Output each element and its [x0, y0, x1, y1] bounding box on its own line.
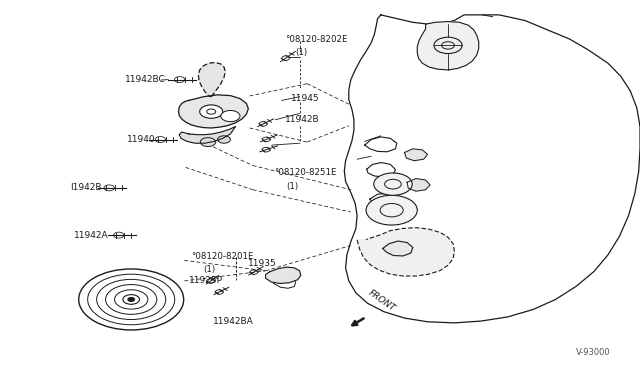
Circle shape: [218, 136, 230, 143]
Text: V-93000: V-93000: [576, 348, 611, 357]
Text: 11942BA: 11942BA: [213, 317, 254, 326]
Text: °08120-8251E: °08120-8251E: [274, 169, 337, 177]
Text: 11935: 11935: [248, 259, 277, 268]
Text: FRONT: FRONT: [367, 288, 397, 313]
Text: 11940: 11940: [127, 135, 156, 144]
Text: 11945: 11945: [291, 94, 320, 103]
Text: °08120-8201E: °08120-8201E: [191, 252, 253, 261]
Circle shape: [221, 110, 240, 122]
Circle shape: [200, 105, 223, 118]
Text: 11925P: 11925P: [189, 276, 223, 285]
Polygon shape: [417, 22, 479, 70]
Text: °08120-8202E: °08120-8202E: [285, 35, 348, 44]
Polygon shape: [404, 149, 428, 161]
Text: 11942A: 11942A: [74, 231, 108, 240]
Circle shape: [374, 173, 412, 195]
Polygon shape: [179, 95, 248, 128]
Text: I1942B: I1942B: [70, 183, 102, 192]
Polygon shape: [266, 267, 301, 283]
Polygon shape: [357, 228, 454, 276]
Circle shape: [366, 195, 417, 225]
Polygon shape: [198, 62, 225, 97]
Text: (1): (1): [204, 265, 216, 274]
Polygon shape: [179, 126, 236, 143]
Polygon shape: [407, 179, 430, 191]
Text: 11942BC: 11942BC: [125, 76, 166, 84]
Text: (1): (1): [296, 48, 308, 57]
Circle shape: [200, 138, 216, 147]
Circle shape: [128, 298, 134, 301]
Text: (1): (1): [287, 182, 299, 190]
Polygon shape: [383, 241, 413, 256]
Text: 11942B: 11942B: [285, 115, 319, 124]
